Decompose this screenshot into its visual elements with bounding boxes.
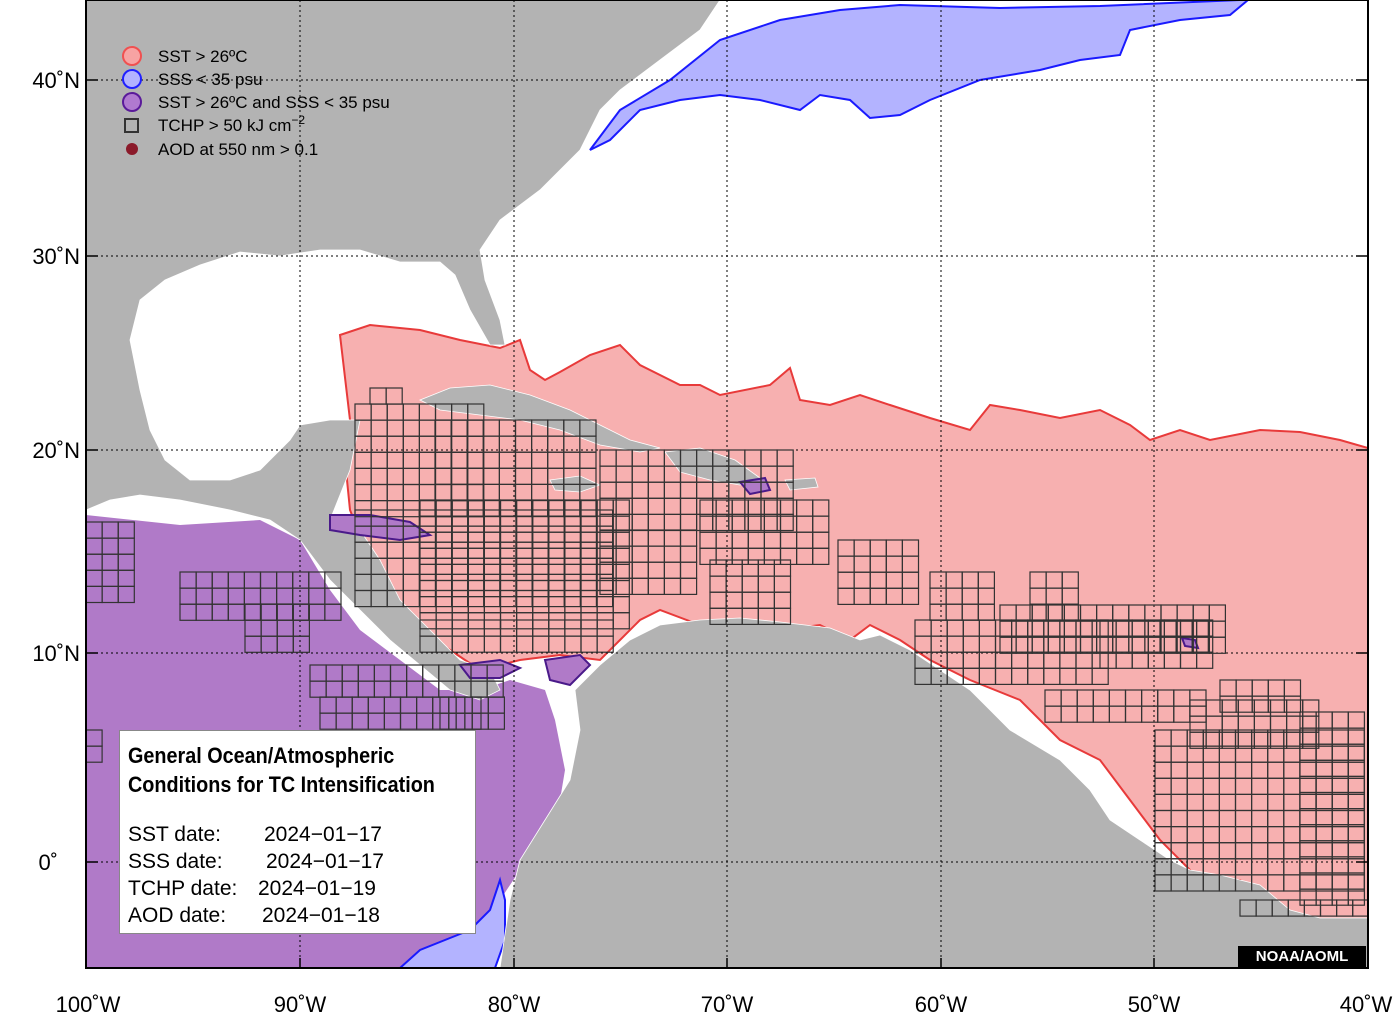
lat-label-40n: 40˚N — [32, 68, 80, 93]
info-row-tchp: TCHP date: 2024−01−19 — [128, 875, 467, 902]
tchp-cell — [292, 635, 310, 653]
info-aod-value: 2024−01−18 — [262, 904, 380, 927]
sss-region-south — [398, 876, 506, 968]
tchp-cell — [1352, 899, 1368, 917]
tchp-cell — [487, 712, 505, 730]
lon-label-80w: 80˚W — [488, 992, 541, 1017]
info-row-sss: SSS date: 2024−01−17 — [128, 848, 467, 875]
lon-label-100w: 100˚W — [56, 992, 121, 1017]
tchp-cell — [679, 577, 698, 595]
info-row-aod: AOD date: 2024−01−18 — [128, 902, 467, 929]
land-masses — [86, 0, 1368, 968]
tchp-cell — [1061, 603, 1079, 621]
legend-tchp-sup: −2 — [291, 113, 305, 127]
tchp-cell — [1191, 635, 1209, 653]
info-sst-value: 2024−01−17 — [264, 823, 382, 846]
legend-sst-label: SST > 26ºC — [158, 47, 248, 66]
sst-region — [338, 323, 1368, 921]
tchp-cell — [1347, 888, 1366, 906]
legend-tchp-swatch — [124, 118, 139, 133]
info-row-sst: SST date: 2024−01−17 — [128, 821, 467, 848]
info-sss-value: 2024−01−17 — [266, 850, 384, 873]
tchp-cell — [596, 635, 614, 653]
info-sss-label: SSS date: — [128, 850, 223, 873]
info-title-line1: General Ocean/Atmospheric — [128, 743, 395, 768]
lon-label-90w: 90˚W — [274, 992, 327, 1017]
info-sst-label: SST date: — [128, 823, 222, 846]
tchp-cell — [812, 547, 830, 565]
sss-region-north — [589, 0, 1250, 151]
legend-sst-swatch — [122, 46, 142, 66]
tchp-cell — [901, 587, 920, 605]
tchp-cell — [776, 513, 794, 532]
tchp-cell — [1283, 695, 1302, 713]
legend-tchp-text: TCHP > 50 kJ cm — [158, 116, 291, 135]
lon-label-70w: 70˚W — [701, 992, 754, 1017]
legend-aod-label: AOD at 550 nm > 0.1 — [158, 140, 318, 159]
legend-sss-label: SSS < 35 psu — [158, 70, 262, 89]
info-rows: SST date: 2024−01−17 SSS date: 2024−01−17 … — [128, 821, 467, 929]
legend-tchp-label: TCHP > 50 kJ cm−2 — [158, 113, 305, 135]
lon-label-40w: 40˚W — [1340, 992, 1393, 1017]
tchp-cell — [773, 607, 792, 625]
tchp-cell — [117, 585, 135, 604]
lat-label-30n: 30˚N — [32, 244, 80, 269]
tchp-cell — [1208, 636, 1227, 654]
lat-label-0: 0˚ — [38, 850, 58, 875]
legend-combined-label: SST > 26ºC and SSS < 35 psu — [158, 93, 390, 112]
lat-label-20n: 20˚N — [32, 438, 80, 463]
axis-ticks — [86, 79, 1368, 968]
info-aod-label: AOD date: — [128, 904, 227, 927]
info-box: General Ocean/Atmospheric Conditions for… — [119, 730, 476, 934]
legend-sss-swatch — [122, 69, 142, 89]
tchp-cell — [1302, 731, 1320, 749]
lon-label-50w: 50˚W — [1128, 992, 1181, 1017]
tchp-cell — [324, 603, 342, 621]
info-tchp-label: TCHP date: — [128, 877, 238, 900]
lon-label-60w: 60˚W — [915, 992, 968, 1017]
legend-combined-swatch — [122, 92, 142, 112]
tchp-cell — [86, 745, 103, 763]
info-title-line2: Conditions for TC Intensification — [128, 772, 435, 797]
lat-label-10n: 10˚N — [32, 641, 80, 666]
tchp-grid — [86, 387, 1368, 917]
legend-aod-swatch — [126, 143, 138, 155]
legend: SST > 26ºC SSS < 35 psu SST > 26ºC and S… — [122, 46, 390, 159]
tchp-cell — [385, 387, 403, 405]
credit-badge: NOAA/AOML — [1238, 946, 1366, 968]
info-tchp-value: 2024−01−19 — [258, 877, 376, 900]
